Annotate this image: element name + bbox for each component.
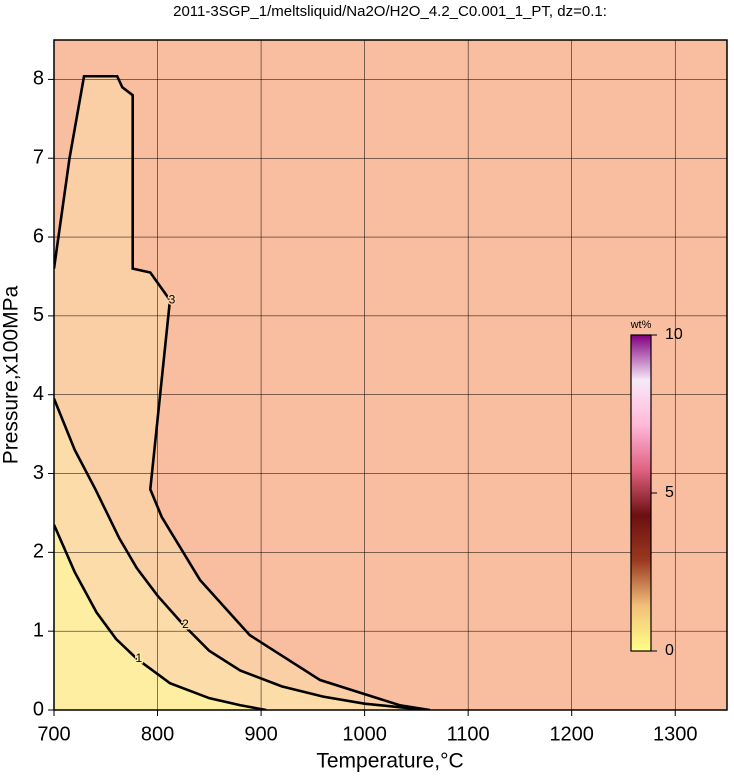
contour-label: 1 <box>135 651 142 665</box>
chart-title: 2011-3SGP_1/meltsliquid/Na2O/H2O_4.2_C0.… <box>173 3 607 20</box>
contour-fill <box>54 398 427 710</box>
contour-line <box>54 74 431 710</box>
colorbar-tick-label: 0 <box>665 642 674 659</box>
contour-label: 2 <box>182 617 189 631</box>
contour-line <box>54 524 267 710</box>
x-tick-label: 1300 <box>653 723 698 745</box>
x-tick-label: 800 <box>141 723 174 745</box>
y-tick-label: 3 <box>33 462 44 484</box>
y-tick-label: 2 <box>33 541 44 563</box>
x-tick-label: 1000 <box>342 723 387 745</box>
y-tick-label: 5 <box>33 304 44 326</box>
contour-fill <box>54 76 430 710</box>
contour-line <box>54 398 427 710</box>
x-tick-label: 900 <box>244 723 277 745</box>
x-tick-label: 700 <box>37 723 70 745</box>
y-tick-label: 0 <box>33 698 44 720</box>
y-tick-label: 7 <box>33 147 44 169</box>
colorbar-label: wt% <box>630 319 652 331</box>
y-tick-label: 8 <box>33 68 44 90</box>
y-tick-label: 4 <box>33 383 44 405</box>
x-tick-label: 1100 <box>447 723 490 745</box>
x-axis-label: Temperature,°C <box>316 750 463 773</box>
x-tick-label: 1200 <box>549 723 594 745</box>
colorbar-tick-label: 10 <box>665 326 683 343</box>
plot-frame <box>53 39 728 711</box>
contour-label: 3 <box>169 292 176 306</box>
y-tick-label: 6 <box>33 225 44 247</box>
colorbar-tick-label: 5 <box>665 484 674 501</box>
y-axis-label: Pressure,x100MPa <box>0 285 23 464</box>
contours <box>54 74 431 710</box>
y-tick-label: 1 <box>33 619 44 641</box>
contour-fill <box>54 524 267 710</box>
colorbar <box>630 334 652 652</box>
